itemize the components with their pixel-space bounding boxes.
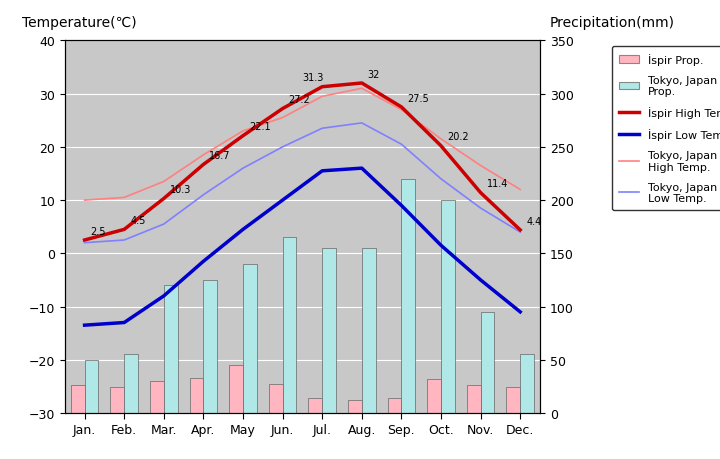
- Bar: [71, 386, 85, 413]
- Bar: [163, 285, 178, 413]
- Text: 22.1: 22.1: [249, 122, 271, 132]
- Text: 27.2: 27.2: [289, 95, 310, 105]
- Bar: [348, 400, 361, 413]
- Text: 16.7: 16.7: [210, 151, 231, 161]
- Bar: [203, 280, 217, 413]
- Bar: [229, 365, 243, 413]
- Legend: İspir Prop., Tokyo, Japan
Prop., İspir High Temp., İspir Low Temp., Tokyo, Japan: İspir Prop., Tokyo, Japan Prop., İspir H…: [612, 47, 720, 210]
- Text: 2.5: 2.5: [91, 226, 106, 236]
- Bar: [467, 386, 480, 413]
- Bar: [269, 385, 282, 413]
- Bar: [427, 379, 441, 413]
- Text: 20.2: 20.2: [447, 132, 469, 142]
- Bar: [506, 387, 520, 413]
- Bar: [282, 238, 297, 413]
- Text: Temperature(℃): Temperature(℃): [22, 16, 137, 30]
- Bar: [480, 312, 495, 413]
- Bar: [124, 355, 138, 413]
- Bar: [322, 248, 336, 413]
- Bar: [361, 248, 376, 413]
- Bar: [243, 264, 257, 413]
- Text: 27.5: 27.5: [408, 93, 429, 103]
- Text: 4.4: 4.4: [526, 216, 541, 226]
- Bar: [85, 360, 99, 413]
- Bar: [150, 381, 164, 413]
- Text: 31.3: 31.3: [302, 73, 324, 83]
- Bar: [189, 378, 204, 413]
- Bar: [520, 355, 534, 413]
- Bar: [441, 201, 455, 413]
- Text: 10.3: 10.3: [170, 185, 191, 195]
- Bar: [308, 398, 322, 413]
- Text: Precipitation(mm): Precipitation(mm): [549, 16, 675, 30]
- Bar: [110, 387, 124, 413]
- Text: 11.4: 11.4: [487, 179, 508, 189]
- Bar: [387, 398, 401, 413]
- Bar: [402, 179, 415, 413]
- Text: 4.5: 4.5: [130, 216, 145, 225]
- Text: 32: 32: [368, 69, 380, 79]
